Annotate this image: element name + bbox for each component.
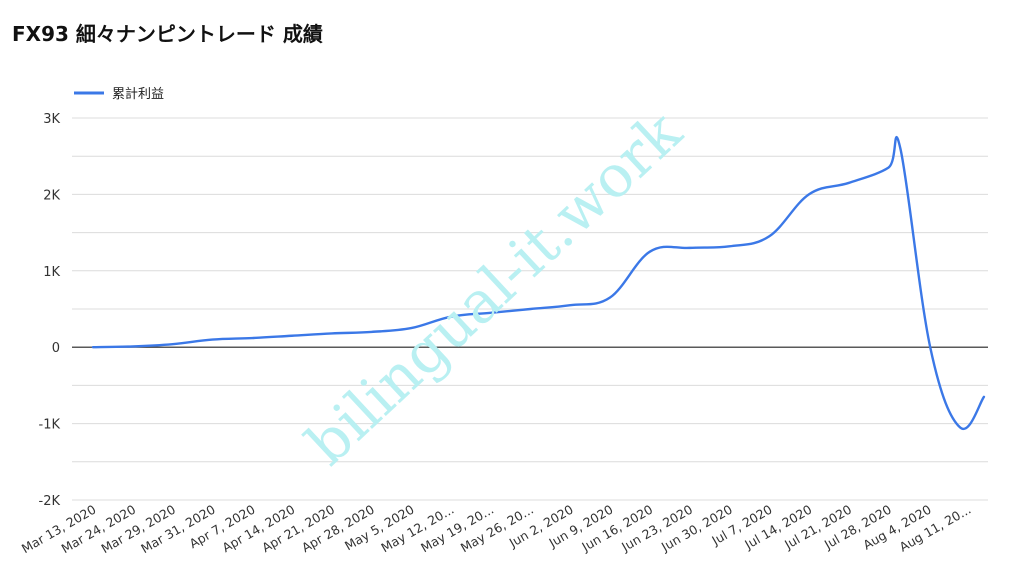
y-axis-ticks: -2K -1K 0 1K 2K 3K xyxy=(39,112,61,509)
y-tick-label: 3K xyxy=(43,112,60,127)
y-tick-label: 0 xyxy=(52,341,60,356)
legend-label: 累計利益 xyxy=(112,86,164,102)
chart-title: FX93 細々ナンピントレード 成績 xyxy=(12,22,323,46)
y-tick-label: 2K xyxy=(43,188,60,203)
series-lines xyxy=(91,136,986,431)
series-line xyxy=(91,136,986,431)
y-tick-label: -2K xyxy=(39,494,61,509)
legend: 累計利益 xyxy=(74,86,164,102)
gridlines xyxy=(72,117,988,501)
y-tick-label: -1K xyxy=(39,418,61,433)
watermark: bilingual-it.work xyxy=(293,97,695,478)
y-tick-label: 1K xyxy=(43,265,60,280)
